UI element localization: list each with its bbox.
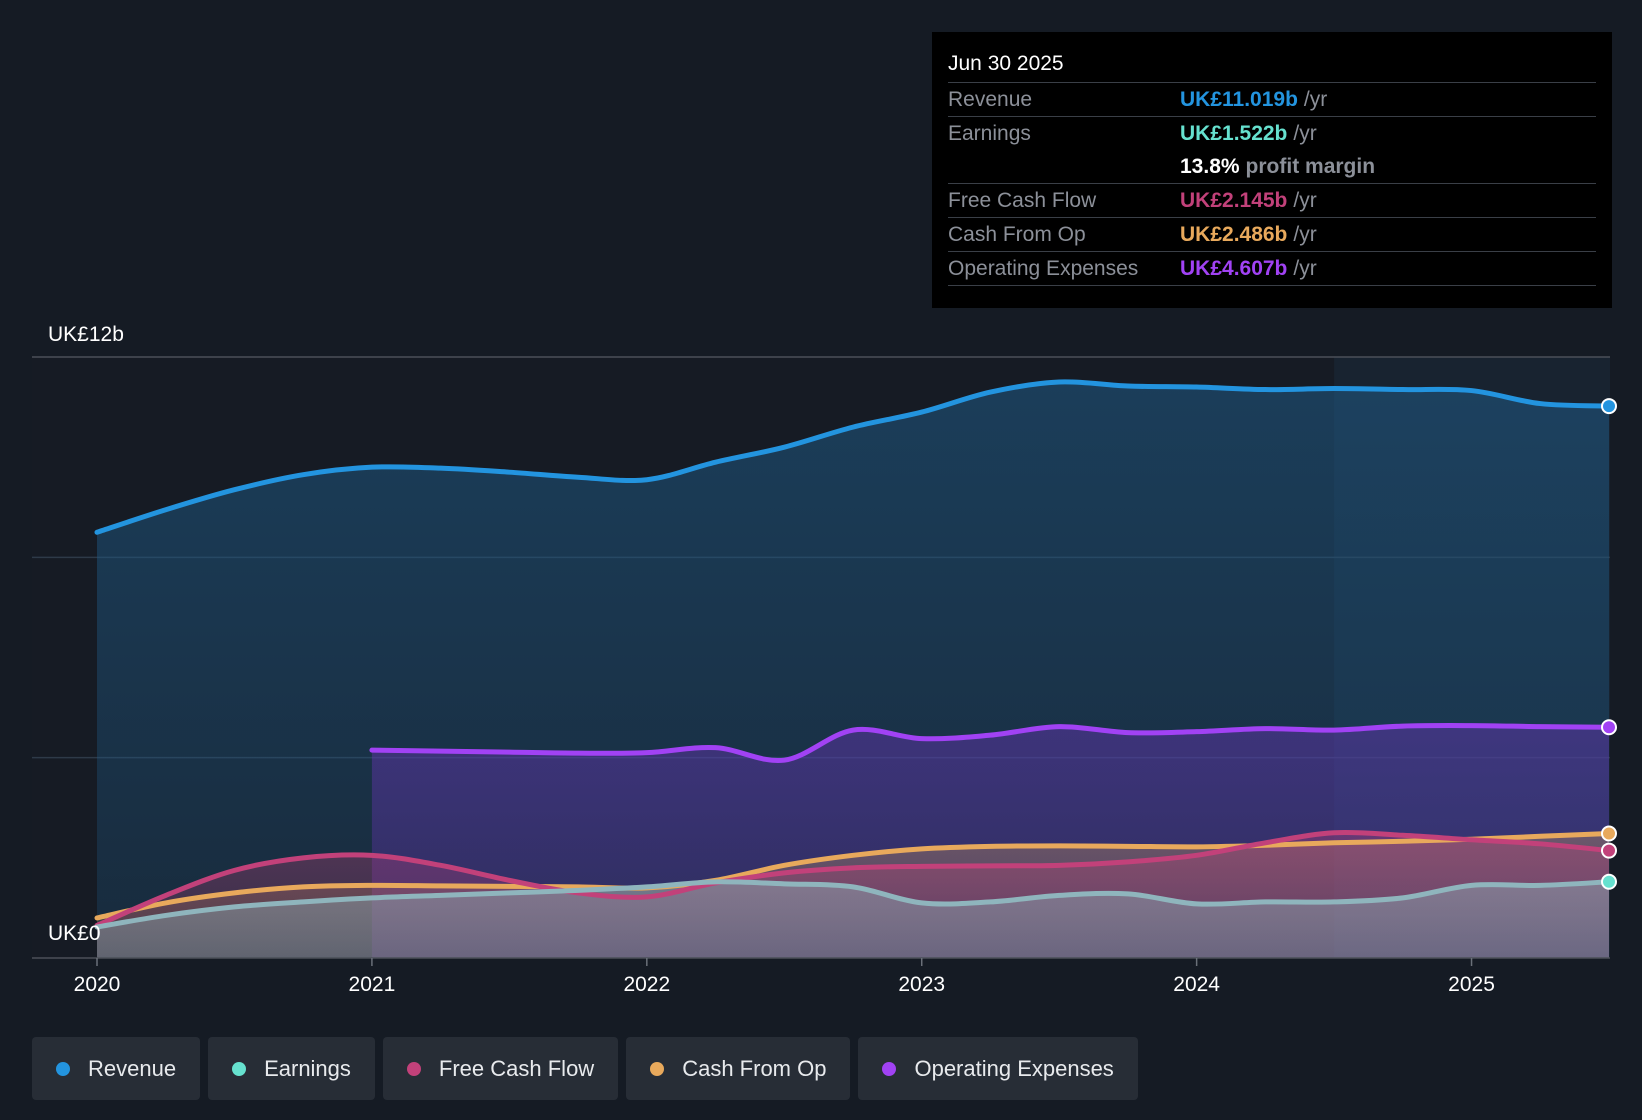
legend-item-free-cash-flow[interactable]: Free Cash Flow [382,1037,619,1100]
tooltip: Jun 30 2025 Revenue UK£11.019b /yr Earni… [932,32,1612,308]
x-axis-ticks: 2020 2021 2022 2023 2024 2025 [74,958,1495,996]
fcf-endpoint[interactable] [1601,842,1617,859]
fcf-dot-icon [406,1061,421,1076]
x-tick-label-2024: 2024 [1173,973,1220,996]
revenue-endpoint[interactable] [1601,398,1617,415]
earnings-area [97,881,1609,958]
cfo-line [94,830,1612,921]
tooltip-label: Cash From Op [948,223,1086,246]
tooltip-value: UK£4.607b [1180,257,1288,280]
legend-label: Free Cash Flow [438,1055,595,1081]
series-lines [94,379,1612,930]
fcf-line [94,829,1612,928]
x-tick-label-2023: 2023 [898,973,945,996]
tooltip-value: 13.8% [1180,155,1240,178]
x-tick-label-2020: 2020 [74,973,121,996]
tooltip-value: UK£11.019b [1180,88,1298,111]
legend-label: Cash From Op [682,1055,827,1081]
legend-label: Earnings [264,1055,351,1081]
earnings-endpoint[interactable] [1601,873,1617,890]
legend-label: Operating Expenses [914,1055,1114,1081]
tooltip-label: Operating Expenses [948,257,1139,280]
cfo-dot-icon [650,1061,665,1076]
opex-dot-icon [882,1061,897,1076]
revenue-dot-icon [56,1061,70,1076]
tooltip-row-fcf: Free Cash Flow UK£2.145b /yr [948,184,1596,218]
tooltip-label: Earnings [948,122,1031,145]
revenue-line [94,379,1612,535]
tooltip-unit: /yr [1293,257,1317,280]
legend: Revenue Earnings Free Cash Flow Cash Fro… [32,1037,1138,1100]
cfo-endpoint[interactable] [1601,825,1617,842]
tooltip-label: Free Cash Flow [948,189,1097,212]
tooltip-unit: /yr [1303,88,1328,111]
tooltip-label [948,150,1180,183]
tooltip-row-profit-margin: 13.8% profit margin [948,150,1596,184]
legend-label: Revenue [88,1055,177,1081]
tooltip-row-earnings: Earnings UK£1.522b /yr [948,117,1596,150]
earnings-line [94,879,1612,930]
tooltip-unit: /yr [1293,122,1317,145]
tooltip-row-opex: Operating Expenses UK£4.607b /yr [948,252,1596,286]
opex-endpoint[interactable] [1601,719,1617,736]
tooltip-value: UK£2.145b [1180,189,1288,212]
series-endpoints [1601,398,1617,890]
tooltip-unit: /yr [1293,189,1317,212]
tooltip-value: UK£1.522b [1180,122,1288,145]
legend-item-cash-from-op[interactable]: Cash From Op [626,1037,851,1100]
y-tick-label-max: UK£12b [48,323,124,346]
y-tick-label-zero: UK£0 [48,922,101,945]
legend-item-earnings[interactable]: Earnings [208,1037,375,1100]
legend-item-revenue[interactable]: Revenue [32,1037,201,1100]
x-tick-label-2021: 2021 [349,973,396,996]
tooltip-date: Jun 30 2025 [948,46,1596,83]
tooltip-row-revenue: Revenue UK£11.019b /yr [948,83,1596,117]
tooltip-unit: /yr [1293,223,1317,246]
legend-item-operating-expenses[interactable]: Operating Expenses [858,1037,1138,1100]
tooltip-unit: profit margin [1245,155,1376,178]
tooltip-row-cfo: Cash From Op UK£2.486b /yr [948,218,1596,252]
earnings-dot-icon [232,1061,247,1076]
opex-line [369,723,1612,764]
x-tick-label-2022: 2022 [623,973,670,996]
tooltip-value: UK£2.486b [1180,223,1288,246]
series-areas [97,381,1610,958]
x-tick-label-2025: 2025 [1448,973,1495,996]
tooltip-label: Revenue [948,88,1033,111]
